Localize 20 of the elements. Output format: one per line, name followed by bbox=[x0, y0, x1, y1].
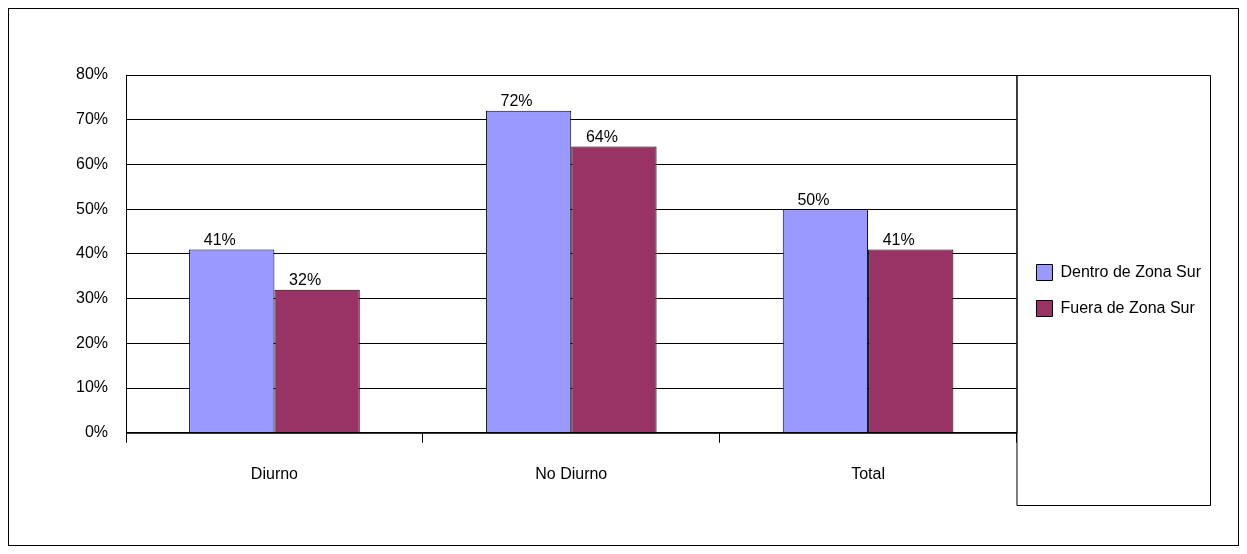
x-tick-label: No Diurno bbox=[535, 464, 608, 482]
y-tick-label: 30% bbox=[75, 289, 109, 307]
legend-label: Fuera de Zona Sur bbox=[1060, 298, 1196, 316]
data-label: 64% bbox=[585, 127, 618, 145]
y-tick-label: 70% bbox=[75, 110, 109, 128]
data-label: 72% bbox=[500, 92, 533, 110]
legend-label: Dentro de Zona Sur bbox=[1060, 262, 1202, 280]
y-tick-label: 80% bbox=[75, 65, 109, 83]
x-tick-label: Total bbox=[851, 464, 885, 482]
y-tick-label: 0% bbox=[84, 423, 109, 441]
y-tick-label: 50% bbox=[75, 199, 109, 217]
data-label: 41% bbox=[882, 230, 915, 248]
x-tick-label: Diurno bbox=[250, 464, 299, 482]
y-tick-label: 40% bbox=[75, 244, 109, 262]
data-label: 50% bbox=[797, 190, 830, 208]
data-label: 32% bbox=[289, 271, 322, 289]
data-label: 41% bbox=[203, 230, 236, 248]
y-tick-label: 20% bbox=[75, 333, 109, 351]
y-tick-label: 10% bbox=[75, 378, 109, 396]
y-tick-label: 60% bbox=[75, 154, 109, 172]
